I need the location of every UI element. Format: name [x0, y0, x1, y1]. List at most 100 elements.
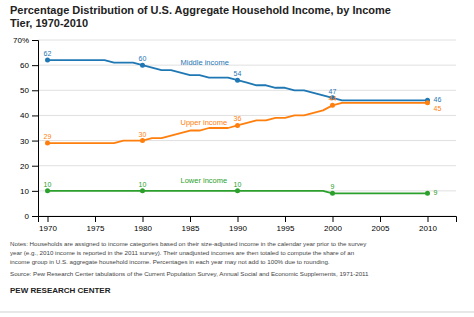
data-label: 47 — [329, 88, 337, 95]
tick-label: 1980 — [134, 224, 152, 233]
y-tick: 0 — [25, 212, 38, 221]
tick-label: 1990 — [229, 224, 247, 233]
point — [45, 58, 50, 63]
point — [235, 78, 240, 83]
x-tick: 1985 — [182, 216, 200, 233]
y-tick: 50 — [20, 86, 38, 95]
point — [140, 63, 145, 68]
point — [425, 100, 430, 105]
tick-label: 2010 — [419, 224, 437, 233]
tick-label: 0 — [25, 212, 30, 221]
point — [330, 191, 335, 196]
axis-domain — [39, 217, 457, 223]
x-tick: 2005 — [372, 216, 390, 233]
tick-mark — [32, 141, 38, 142]
y-tick: 60 — [20, 61, 38, 70]
x-tick: 1980 — [134, 216, 152, 233]
x-tick: 1970 — [39, 216, 57, 233]
tick-mark — [380, 216, 381, 222]
point — [45, 188, 50, 193]
tick-label: 30 — [20, 137, 29, 146]
series-texts: 6260544746Middle income2930364445Upper i… — [44, 50, 442, 196]
grid-line — [38, 115, 456, 116]
y-axis: 0 10 20 30 40 50 60 70% — [13, 36, 39, 221]
y-tick: 40 — [20, 111, 38, 120]
tick-mark — [32, 65, 38, 66]
data-label: 9 — [434, 189, 438, 196]
point — [45, 141, 50, 146]
tick-mark — [32, 166, 38, 167]
tick-label: 60 — [20, 61, 29, 70]
tick-mark — [95, 216, 96, 222]
data-label: 10 — [234, 181, 242, 188]
tick-label: 1985 — [182, 224, 200, 233]
grid-line — [38, 165, 456, 166]
note: year (e.g., 2010 income is reported in t… — [10, 249, 355, 256]
data-label: 29 — [44, 133, 52, 140]
title-line: Percentage Distribution of U.S. Aggregat… — [10, 4, 391, 16]
source: Source: Pew Research Center tabulations … — [10, 270, 369, 277]
grid-line — [38, 90, 456, 91]
y-tick: 30 — [20, 137, 38, 146]
tick-mark — [32, 40, 38, 41]
data-label: 62 — [44, 50, 52, 57]
tick-label: 50 — [20, 86, 29, 95]
x-tick: 1975 — [87, 216, 105, 233]
data-label: 44 — [329, 95, 337, 102]
axis-domain — [32, 41, 39, 217]
point — [140, 138, 145, 143]
grid-line — [38, 65, 456, 66]
tick-label: 1970 — [39, 224, 57, 233]
series-marks — [45, 58, 430, 196]
tick-mark — [190, 216, 191, 222]
point — [425, 191, 430, 196]
data-label: 30 — [139, 131, 147, 138]
tick-mark — [32, 191, 38, 192]
grid-line — [38, 40, 456, 41]
tick-label: 2000 — [324, 224, 342, 233]
title-line: Tier, 1970-2010 — [10, 17, 88, 29]
data-label: 10 — [44, 181, 52, 188]
tick-label: 2005 — [372, 224, 390, 233]
point — [330, 103, 335, 108]
tick-mark — [32, 216, 38, 217]
tick-mark — [238, 216, 239, 222]
chart: Percentage Distribution of U.S. Aggregat… — [0, 0, 474, 317]
tick-mark — [428, 216, 429, 222]
y-tick: 10 — [20, 187, 38, 196]
tick-mark — [32, 115, 38, 116]
x-tick: 1990 — [229, 216, 247, 233]
note: income group in U.S. aggregate household… — [10, 258, 330, 265]
tick-label: 70% — [13, 36, 29, 45]
point — [140, 188, 145, 193]
separator — [0, 312, 474, 313]
data-label: 10 — [139, 181, 147, 188]
point — [235, 123, 240, 128]
y-tick: 20 — [20, 162, 38, 171]
tick-label: 1995 — [277, 224, 295, 233]
series-label: Lower income — [181, 176, 228, 185]
tick-label: 10 — [20, 187, 29, 196]
x-tick: 2010 — [419, 216, 437, 233]
tick-mark — [32, 90, 38, 91]
plot: 0 10 20 30 40 50 60 70% 1970 1975 1980 1985 1990 1995… — [13, 36, 457, 233]
data-label: 46 — [434, 96, 442, 103]
x-axis: 1970 1975 1980 1985 1990 1995 2000 2005 2010 — [39, 216, 457, 233]
x-tick: 1995 — [277, 216, 295, 233]
line — [48, 60, 428, 100]
tick-label: 20 — [20, 162, 29, 171]
y-tick: 70% — [13, 36, 38, 45]
data-label: 60 — [139, 55, 147, 62]
grid-line — [38, 140, 456, 141]
data-label: 9 — [331, 183, 335, 190]
title: Percentage Distribution of U.S. Aggregat… — [10, 4, 391, 29]
line — [48, 103, 428, 143]
data-label: 36 — [234, 115, 242, 122]
tick-mark — [333, 216, 334, 222]
tick-mark — [143, 216, 144, 222]
tick-mark — [48, 216, 49, 222]
series-label: Middle income — [181, 58, 229, 67]
data-label: 54 — [234, 70, 242, 77]
point — [235, 188, 240, 193]
grid — [38, 40, 456, 216]
